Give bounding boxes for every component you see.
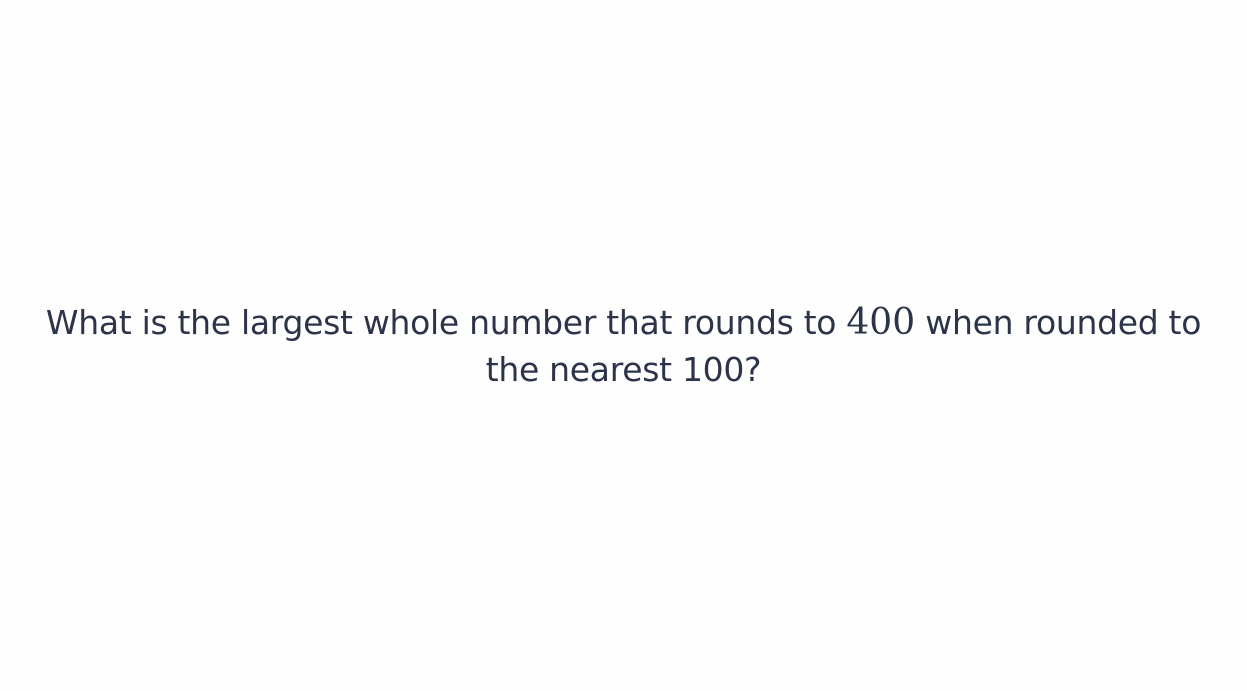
question-text-after: when rounded to the nearest 100? [485,302,1202,389]
question-text: What is the largest whole number that ro… [24,299,1224,393]
question-text-before: What is the largest whole number that ro… [45,302,847,342]
math-number: 400 [846,301,916,343]
